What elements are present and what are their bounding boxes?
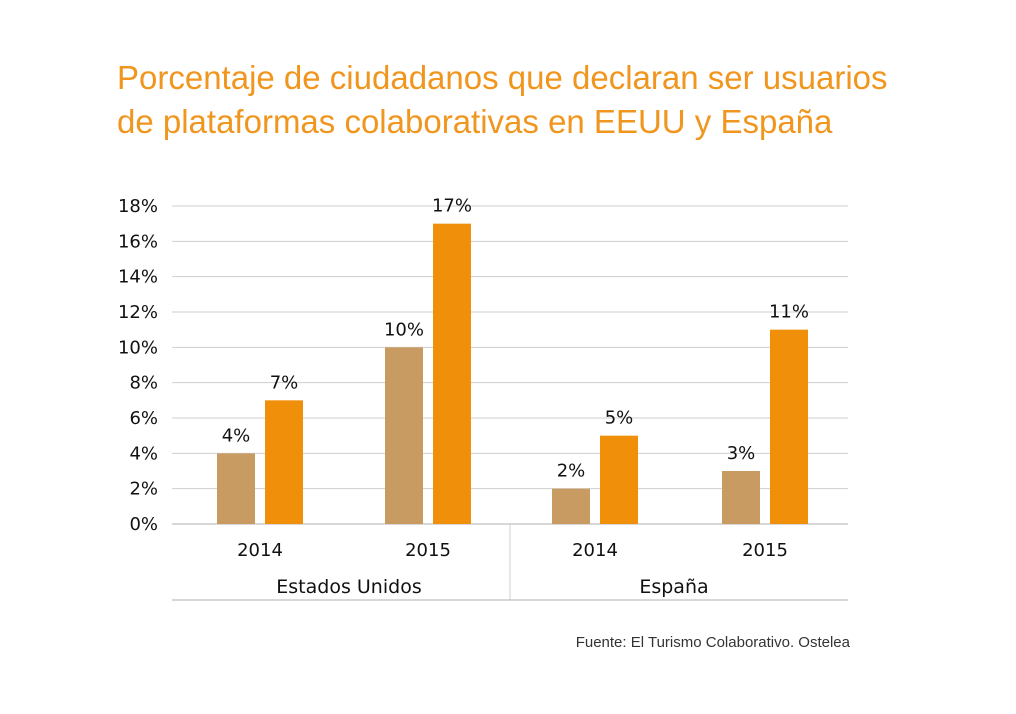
data-label: 11% bbox=[769, 302, 809, 323]
group-label: España bbox=[639, 576, 708, 598]
bar bbox=[433, 223, 471, 524]
data-label: 10% bbox=[384, 319, 424, 340]
y-tick-label: 10% bbox=[118, 337, 158, 358]
y-tick-label: 12% bbox=[118, 302, 158, 323]
y-tick-label: 6% bbox=[129, 408, 158, 429]
y-tick-label: 14% bbox=[118, 267, 158, 288]
bar bbox=[385, 347, 423, 524]
source-note: Fuente: El Turismo Colaborativo. Ostelea bbox=[575, 634, 850, 651]
group-label: Estados Unidos bbox=[276, 576, 421, 598]
y-tick-label: 8% bbox=[129, 373, 158, 394]
chart-title-line-1: Porcentaje de ciudadanos que declaran se… bbox=[117, 59, 888, 96]
data-label: 7% bbox=[270, 372, 299, 393]
category-label: 2014 bbox=[237, 540, 283, 561]
y-tick-label: 2% bbox=[129, 479, 158, 500]
data-label: 5% bbox=[605, 408, 634, 429]
y-tick-label: 18% bbox=[118, 196, 158, 217]
bar bbox=[722, 471, 760, 524]
data-label: 4% bbox=[222, 425, 251, 446]
y-tick-label: 16% bbox=[118, 231, 158, 252]
data-label: 2% bbox=[557, 461, 586, 482]
category-label: 2015 bbox=[405, 540, 451, 561]
bar bbox=[552, 488, 590, 524]
y-tick-label: 4% bbox=[129, 443, 158, 464]
category-label: 2014 bbox=[572, 540, 618, 561]
bar bbox=[770, 329, 808, 524]
data-label: 3% bbox=[727, 443, 756, 464]
category-label: 2015 bbox=[742, 540, 788, 561]
bar bbox=[265, 400, 303, 524]
bar bbox=[217, 453, 255, 524]
chart-title-line-2: de plataformas colaborativas en EEUU y E… bbox=[117, 103, 833, 140]
data-label: 17% bbox=[432, 196, 472, 217]
chart-title: Porcentaje de ciudadanos que declaran se… bbox=[117, 56, 897, 144]
y-tick-label: 0% bbox=[129, 514, 158, 535]
bar bbox=[600, 435, 638, 524]
